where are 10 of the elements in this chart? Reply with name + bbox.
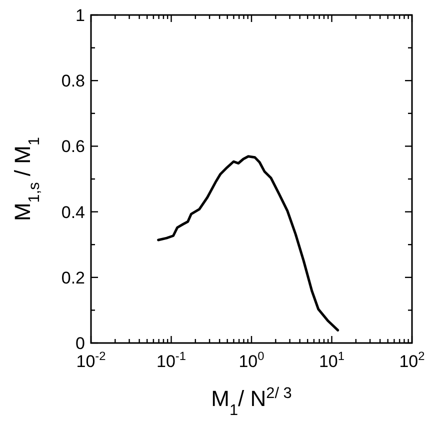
x-tick-label: 10$^{2}$ (399, 349, 426, 371)
x-tick-label: 10$^{-1}$ (156, 349, 186, 371)
y-tick-label: 0.4 (61, 202, 85, 222)
y-tick-label: 0.6 (61, 137, 85, 156)
y-tick-label: 0.2 (61, 268, 85, 288)
y-tick-label: 0.8 (61, 72, 85, 91)
x-tick-label: 10$^{0}$ (238, 349, 265, 371)
y-tick-label: 1 (76, 6, 85, 25)
x-axis-title: M$_{1}$/ N$^{2/ 3}$ (211, 384, 292, 418)
x-tick-label: 10$^{1}$ (318, 349, 345, 371)
